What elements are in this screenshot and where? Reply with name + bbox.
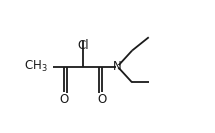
FancyBboxPatch shape (116, 65, 119, 68)
Text: O: O (97, 93, 106, 106)
FancyBboxPatch shape (81, 39, 85, 41)
Text: $\mathregular{CH_3}$: $\mathregular{CH_3}$ (24, 59, 48, 74)
Text: Cl: Cl (77, 39, 89, 52)
FancyBboxPatch shape (43, 65, 53, 68)
Text: N: N (113, 60, 122, 73)
FancyBboxPatch shape (63, 92, 66, 94)
Text: O: O (60, 93, 69, 106)
FancyBboxPatch shape (100, 92, 103, 94)
